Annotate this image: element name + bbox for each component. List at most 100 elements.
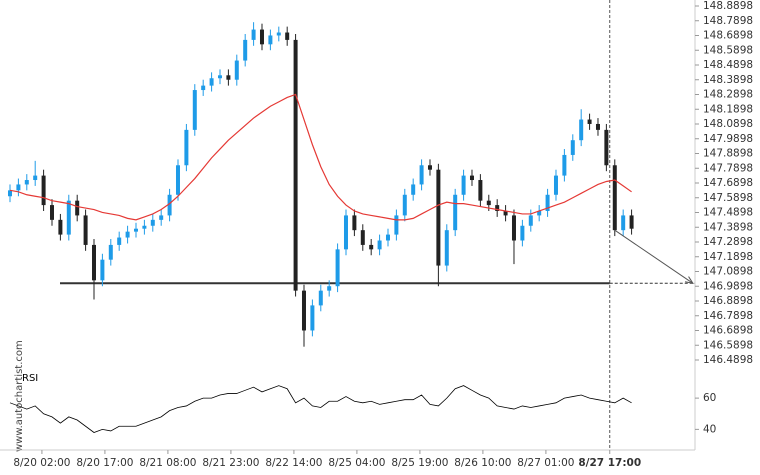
candle-body xyxy=(184,129,189,166)
forecast-arrowhead xyxy=(684,276,694,285)
candle-body xyxy=(343,215,348,250)
y-tick-label: 146.8898 xyxy=(703,295,753,307)
candle-body xyxy=(595,123,600,130)
candle-body xyxy=(587,119,592,124)
y-tick-label: 146.5898 xyxy=(703,339,753,351)
candle-body xyxy=(419,165,424,185)
candle-body xyxy=(24,180,29,185)
candle-body xyxy=(469,175,474,181)
candle-body xyxy=(83,215,88,245)
candle-body xyxy=(268,35,273,45)
candle-body xyxy=(91,244,96,281)
y-tick-label: 148.5898 xyxy=(703,44,753,56)
candle-body xyxy=(318,290,323,306)
y-tick-label: 148.0898 xyxy=(703,118,753,130)
forecast-line xyxy=(614,229,694,284)
candle-body xyxy=(436,169,441,266)
y-tick-label: 148.8898 xyxy=(703,0,753,12)
candle-body xyxy=(285,32,290,40)
candle-body xyxy=(49,205,54,220)
candle-body xyxy=(75,200,80,216)
candle-body xyxy=(444,230,449,266)
y-tick-label: 148.4898 xyxy=(703,59,753,71)
candle-body xyxy=(201,85,206,91)
candle-body xyxy=(360,230,365,245)
candle-body xyxy=(159,215,164,220)
candle-body xyxy=(427,165,432,170)
candle-body xyxy=(301,290,306,331)
y-tick-label: 147.5898 xyxy=(703,192,753,204)
y-tick-label: 147.0898 xyxy=(703,266,753,278)
candle-body xyxy=(175,165,180,195)
candle-body xyxy=(66,200,71,235)
candle-body xyxy=(58,219,63,235)
y-tick-label: 147.1898 xyxy=(703,251,753,263)
candle-body xyxy=(217,75,222,79)
y-tick-label: 146.9898 xyxy=(703,280,753,292)
y-tick-label: 147.3898 xyxy=(703,221,753,233)
x-tick-label: 8/27 17:00 xyxy=(578,457,641,469)
candle-body xyxy=(621,215,626,231)
rsi-tick-label: 60 xyxy=(703,392,716,404)
candle-body xyxy=(209,78,214,86)
y-tick-label: 147.9898 xyxy=(703,133,753,145)
y-tick-label: 148.1898 xyxy=(703,103,753,115)
candle-body xyxy=(310,305,315,331)
x-tick-label: 8/20 02:00 xyxy=(13,457,70,469)
y-tick-label: 146.6898 xyxy=(703,325,753,337)
candle-body xyxy=(528,215,533,226)
candle-body xyxy=(7,190,12,197)
candle-body xyxy=(604,129,609,166)
candle-body xyxy=(612,165,617,231)
candle-body xyxy=(142,225,147,229)
y-tick-label: 148.7898 xyxy=(703,15,753,27)
candle-body xyxy=(125,231,130,238)
candle-body xyxy=(520,225,525,241)
y-tick-label: 147.2898 xyxy=(703,236,753,248)
x-tick-label: 8/26 10:00 xyxy=(454,457,511,469)
rsi-title: RSI xyxy=(22,373,38,384)
x-tick-label: 8/20 17:00 xyxy=(76,457,133,469)
y-tick-label: 148.2898 xyxy=(703,89,753,101)
candle-body xyxy=(537,210,542,216)
y-tick-label: 148.6898 xyxy=(703,30,753,42)
candle-body xyxy=(394,215,399,235)
candle-body xyxy=(133,228,138,232)
candle-body xyxy=(16,184,21,191)
candle-body xyxy=(495,205,500,211)
y-tick-label: 146.7898 xyxy=(703,310,753,322)
candle-body xyxy=(545,194,550,211)
y-tick-label: 147.6898 xyxy=(703,177,753,189)
y-tick-label: 147.4898 xyxy=(703,207,753,219)
candle-body xyxy=(461,175,466,195)
candle-body xyxy=(570,140,575,155)
candle-body xyxy=(100,259,105,281)
candle-body xyxy=(486,200,491,206)
moving-average xyxy=(9,93,632,221)
candle-body xyxy=(352,215,357,231)
x-tick-label: 8/27 01:00 xyxy=(517,457,574,469)
candle-body xyxy=(108,244,113,260)
candle-body xyxy=(243,39,248,61)
candle-body xyxy=(562,154,567,176)
candle-body xyxy=(33,175,38,181)
candle-body xyxy=(150,219,155,226)
candle-body xyxy=(234,60,239,80)
candle-body xyxy=(478,180,483,201)
candle-body xyxy=(335,249,340,287)
candle-body xyxy=(453,194,458,231)
candle-body xyxy=(192,90,197,130)
rsi-line xyxy=(9,385,632,433)
candle-body xyxy=(511,215,516,241)
y-tick-label: 147.8898 xyxy=(703,148,753,160)
candle-body xyxy=(327,286,332,291)
candle-body xyxy=(553,175,558,195)
x-tick-label: 8/21 08:00 xyxy=(139,457,196,469)
candle-body xyxy=(276,32,281,36)
x-tick-label: 8/22 14:00 xyxy=(265,457,322,469)
y-tick-label: 148.3898 xyxy=(703,74,753,86)
candle-body xyxy=(385,234,390,241)
candle-body xyxy=(402,194,407,216)
candle-body xyxy=(226,75,231,80)
